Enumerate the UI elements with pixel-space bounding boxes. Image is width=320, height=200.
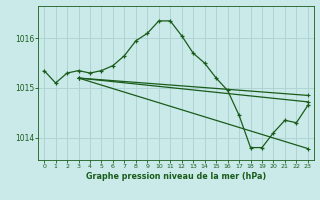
X-axis label: Graphe pression niveau de la mer (hPa): Graphe pression niveau de la mer (hPa) bbox=[86, 172, 266, 181]
